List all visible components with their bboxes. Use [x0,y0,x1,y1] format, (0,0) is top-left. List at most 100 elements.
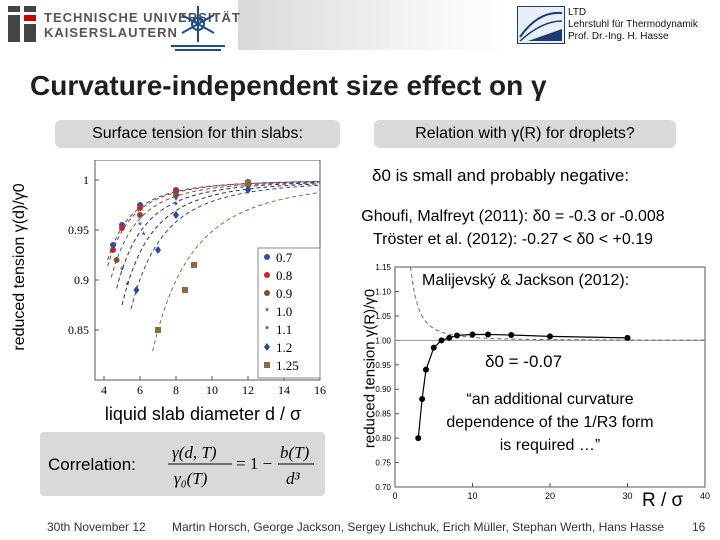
data-point-0.9 [113,257,120,263]
data-point [438,337,445,344]
legend-label-1.25: 1.25 [276,358,299,373]
quote-text: “an additional curvature dependence of t… [440,388,660,457]
y-tick-label: 1.00 [375,336,391,345]
institute-name: Lehrstuhl für Thermodynamik [568,19,698,30]
y-tick-label: 0.75 [375,459,391,468]
reference-troster: Tröster et al. (2012): -0.27 < δ0 < +0.1… [372,231,654,248]
fit-curve-0.9 [110,181,321,278]
university-logo-icon [6,4,38,44]
y-tick-label: 0.70 [375,483,391,492]
formula-num-right: b(T) [280,443,310,462]
data-point-1.25 [191,262,197,268]
university-name: TECHNISCHE UNIVERSITÄT KAISERSLAUTERN [44,10,241,40]
legend-marker: * [265,324,270,336]
y-tick-label: 0.95 [375,361,391,370]
x-tick-label: 12 [242,383,254,397]
data-point-1.1: * [174,200,179,212]
x-tick-label: 16 [314,383,326,397]
data-point-1.2 [133,286,140,294]
data-point-0.9 [173,192,179,198]
x-tick-label: 40 [700,491,710,501]
data-point [419,396,426,402]
mj-label: Malijevský & Jackson (2012): [420,272,632,290]
data-point-1.25 [245,180,251,186]
legend-marker [264,362,270,368]
fit-curve-1.2 [130,184,319,310]
y-tick-label: 0.85 [68,323,89,337]
data-point-1.0: * [174,195,179,207]
legend-marker: * [265,306,270,318]
data-point [423,366,429,373]
y-tick-label: 0.90 [375,385,391,394]
x-tick-label: 4 [101,383,107,397]
data-point-1.25 [155,327,161,333]
correlation-formula: γ(d, T) γ₀(T) = 1 − b(T) d³ [168,443,314,488]
snowflake-logo-icon [171,6,225,51]
data-point-0.8 [119,225,125,231]
data-point-1.0: * [120,265,125,277]
droplets-label: Relation with γ(R) for droplets? [374,120,676,148]
data-point-1.25 [182,287,188,293]
data-point-0.7 [110,242,116,248]
data-point [508,331,515,338]
data-point [469,331,476,338]
delta-small-note: δ0 is small and probably negative: [372,166,630,185]
x-tick-label: 30 [622,491,632,501]
data-point [454,332,460,339]
fit-curve-0.7 [107,180,321,261]
footer-authors: Martin Horsch, George Jackson, Sergey Li… [172,520,664,534]
x-tick-label: 8 [173,383,179,397]
y-tick-label: 1.10 [375,287,391,296]
data-point-1.1: * [125,280,130,292]
legend-marker [264,343,270,351]
fit-curve-1.1 [121,183,321,306]
data-point-1.2 [173,211,179,219]
droplet-x-axis-label: R / σ [640,490,686,512]
legend-label-1.1: 1.1 [276,322,292,337]
legend-label-0.7: 0.7 [276,250,293,265]
legend-marker [264,272,270,278]
y-tick-label: 0.95 [68,223,89,237]
formula-num-left: γ(d, T) [172,443,217,462]
data-point-0.8 [110,247,116,253]
institute-head: Prof. Dr.-Ing. H. Hasse [568,31,669,42]
legend-label-1.2: 1.2 [276,340,292,355]
data-point-0.8 [137,205,143,211]
formula-minus: = 1 − [236,454,272,473]
fit-curve-simulation [417,333,628,439]
reference-ghoufi: Ghoufi, Malfreyt (2011): δ0 = -0.3 or -0… [361,208,665,225]
data-point-1.0: * [138,220,143,232]
page-number: 16 [692,520,706,534]
droplet-tension-chart: 0 10 20 30 40 0.70 0.75 0.80 0.85 0.90 0.95 1.00 1.0… [375,263,710,501]
data-point-1.2 [155,246,161,254]
x-tick-label: 20 [545,491,555,501]
y-tick-label: 0.9 [74,273,89,287]
data-point [430,344,437,351]
legend-label-0.9: 0.9 [276,286,292,301]
y-tick-label: 1 [83,173,89,187]
correlation-label: Correlation: [48,455,136,474]
x-tick-label: 6 [137,383,143,397]
data-point [547,333,553,340]
references: Ghoufi, Malfreyt (2011): δ0 = -0.3 or -0… [337,205,689,251]
legend-label-0.8: 0.8 [276,268,292,283]
y-tick-label: 1.15 [375,263,391,272]
x-tick-label: 10 [206,383,218,397]
legend-marker [264,254,270,260]
data-point-1.2 [245,186,251,194]
x-tick-label: 14 [278,383,290,397]
data-point [485,331,491,338]
data-point [415,435,422,442]
institute-abbrev: LTD [568,7,587,18]
legend-box [257,247,321,379]
university-line1: TECHNISCHE UNIVERSITÄT [44,10,241,25]
x-tick-label: 10 [467,491,477,501]
x-tick-label: 0 [392,491,397,501]
y-tick-label: 1.05 [375,312,391,321]
legend-label-1.0: 1.0 [276,304,292,319]
formula-den-right: d³ [286,469,301,488]
formula-den-left: γ₀(T) [174,469,208,488]
data-point-1.1: * [141,230,146,242]
header-ribbon [238,0,508,50]
